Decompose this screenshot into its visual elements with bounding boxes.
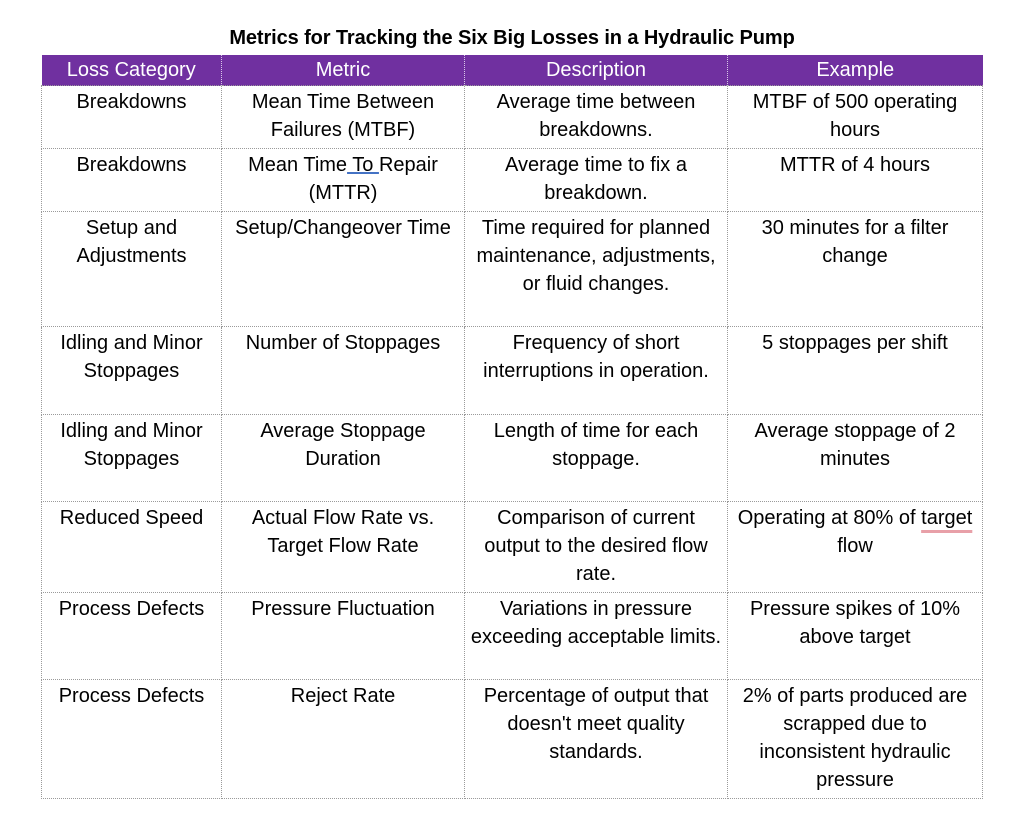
cell-description: Average time between breakdowns. [464,85,728,149]
cell-description: Frequency of short interruptions in oper… [464,326,728,415]
cell-loss-category: Idling and Minor Stoppages [41,326,222,415]
cell-description: Percentage of output that doesn't meet q… [464,679,728,799]
table-row: Reduced Speed Actual Flow Rate vs. Targe… [41,501,983,593]
cell-loss-category: Idling and Minor Stoppages [41,414,222,502]
cell-metric: Mean Time To Repair (MTTR) [221,148,465,212]
table-header-row: Loss Category Metric Description Example [41,55,983,86]
cell-example: Operating at 80% of target flow [727,501,983,593]
cell-example: 30 minutes for a filter change [727,211,983,327]
cell-metric: Number of Stoppages [221,326,465,415]
table-row: Idling and Minor Stoppages Average Stopp… [41,414,983,502]
table-row: Idling and Minor Stoppages Number of Sto… [41,326,983,415]
cell-description: Time required for planned maintenance, a… [464,211,728,327]
table-row: Process Defects Pressure Fluctuation Var… [41,592,983,680]
cell-loss-category: Breakdowns [41,148,222,212]
cell-loss-category: Process Defects [41,679,222,799]
header-example: Example [727,55,983,86]
metrics-table: Loss Category Metric Description Example… [41,55,983,799]
table-row: Breakdowns Mean Time Between Failures (M… [41,85,983,149]
cell-metric: Reject Rate [221,679,465,799]
cell-example: MTTR of 4 hours [727,148,983,212]
cell-loss-category: Reduced Speed [41,501,222,593]
cell-description: Variations in pressure exceeding accepta… [464,592,728,680]
cell-description: Comparison of current output to the desi… [464,501,728,593]
cell-loss-category: Breakdowns [41,85,222,149]
header-metric: Metric [221,55,465,86]
table-row: Breakdowns Mean Time To Repair (MTTR) Av… [41,148,983,212]
table-row: Process Defects Reject Rate Percentage o… [41,679,983,799]
cell-example: 5 stoppages per shift [727,326,983,415]
cell-metric: Actual Flow Rate vs. Target Flow Rate [221,501,465,593]
document-title: Metrics for Tracking the Six Big Losses … [229,27,795,49]
cell-example: 2% of parts produced are scrapped due to… [727,679,983,799]
header-description: Description [464,55,728,86]
link-underline: To [347,154,379,176]
table-row: Setup and Adjustments Setup/Changeover T… [41,211,983,327]
cell-example: MTBF of 500 operating hours [727,85,983,149]
cell-loss-category: Process Defects [41,592,222,680]
cell-metric: Average Stoppage Duration [221,414,465,502]
cell-example: Pressure spikes of 10% above target [727,592,983,680]
cell-description: Length of time for each stoppage. [464,414,728,502]
cell-description: Average time to fix a breakdown. [464,148,728,212]
cell-metric: Setup/Changeover Time [221,211,465,327]
cell-loss-category: Setup and Adjustments [41,211,222,327]
cell-metric: Pressure Fluctuation [221,592,465,680]
header-loss-category: Loss Category [41,55,222,86]
spellcheck-underline: target [921,507,973,529]
cell-metric: Mean Time Between Failures (MTBF) [221,85,465,149]
cell-example: Average stoppage of 2 minutes [727,414,983,502]
